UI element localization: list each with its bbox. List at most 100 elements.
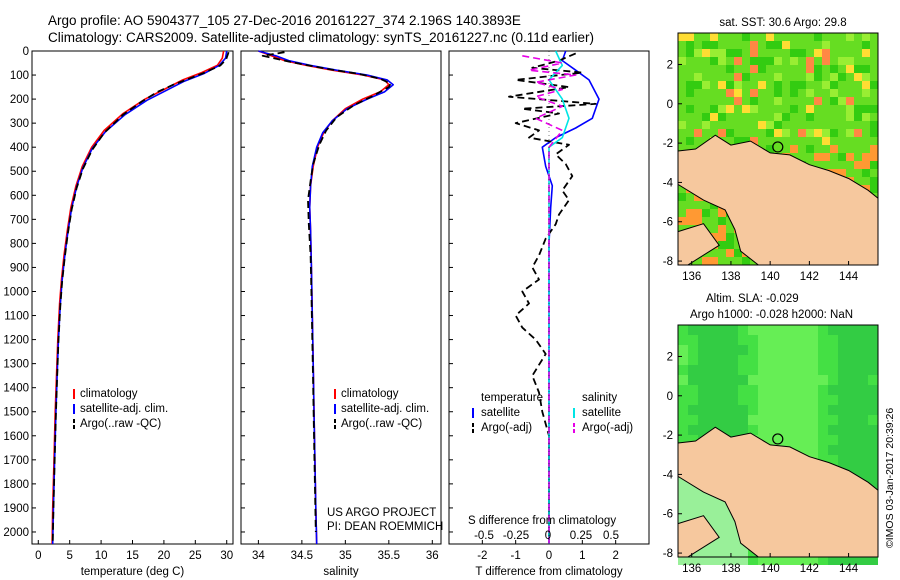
sst-map-cell [862, 49, 870, 57]
sla-map-cell [698, 425, 708, 435]
sst-map-cell [830, 145, 838, 153]
sst-map-cell [702, 73, 710, 81]
sst-map-cell [862, 129, 870, 137]
temperature-legend-entry: climatology [80, 388, 138, 400]
salinity-xtick-label: 34.5 [291, 550, 313, 562]
sst-map-cell [726, 129, 734, 137]
sla-map-cell [838, 385, 848, 395]
sla-map-land [677, 426, 879, 558]
sst-map-cell [782, 49, 790, 57]
temperature-xtick-label: 0 [35, 550, 41, 562]
sst-map-cell [814, 57, 822, 65]
difference-series-argo-adj- [508, 52, 597, 544]
sst-map-cell [854, 121, 862, 129]
sla-map-cell [848, 355, 858, 365]
sst-map-cell [870, 73, 878, 81]
sla-map-cell [788, 375, 798, 385]
sst-map-cell [830, 129, 838, 137]
difference-top-tick-label: -0.25 [503, 530, 529, 542]
sst-map-cell [678, 137, 686, 145]
sla-map-cell [678, 365, 688, 375]
sla-map-cell [788, 395, 798, 405]
sst-map-cell [862, 145, 870, 153]
sla-map-cell [848, 425, 858, 435]
sst-map-cell [846, 145, 854, 153]
sla-map-cell [798, 325, 808, 335]
sla-map-cell [688, 365, 698, 375]
sla-map-cell [768, 325, 778, 335]
sst-map-cell [758, 105, 766, 113]
sst-map-cell [718, 121, 726, 129]
sst-map-cell [870, 65, 878, 73]
sla-map-cell [828, 395, 838, 405]
difference-xtick-label: 0 [546, 550, 552, 562]
sst-map-cell [806, 105, 814, 113]
sla-map-cell [868, 325, 878, 335]
sla-map-cell [858, 345, 868, 355]
sst-map-cell [838, 121, 846, 129]
sst-map-cell [830, 137, 838, 145]
depth-tick-label: 700 [10, 214, 29, 226]
sst-map-cell [854, 57, 862, 65]
sst-map-cell [822, 41, 830, 49]
sst-map-cell [726, 49, 734, 57]
sst-map-cell [782, 145, 790, 153]
sst-map-cell [870, 57, 878, 65]
salinity-series-satellite-adj-clim- [258, 50, 395, 545]
sst-map-xtick-label: 144 [839, 271, 859, 283]
sla-map-cell [798, 345, 808, 355]
sla-map-cell [788, 345, 798, 355]
sst-map-cell [862, 97, 870, 105]
depth-tick-label: 400 [10, 142, 29, 154]
sla-map-cell [728, 355, 738, 365]
sla-map-cell [808, 375, 818, 385]
sst-map-cell [718, 241, 726, 249]
sst-map-cell [702, 97, 710, 105]
sla-map-cell [848, 375, 858, 385]
sst-map-cell [790, 129, 798, 137]
sst-map-cell [806, 49, 814, 57]
sla-map-cell [828, 415, 838, 425]
sst-map-cell [862, 113, 870, 121]
sst-map-cell [846, 153, 854, 161]
sst-map-cell [838, 65, 846, 73]
sla-map-cell [718, 325, 728, 335]
sst-map-cell [774, 89, 782, 97]
sst-map-cell [710, 129, 718, 137]
sst-map-cell [822, 81, 830, 89]
sst-map-cell [694, 113, 702, 121]
sst-map-cell [790, 57, 798, 65]
sla-map-cell [748, 385, 758, 395]
sst-map-cell [758, 65, 766, 73]
sst-map-cell [742, 49, 750, 57]
salinity-xtick-label: 34 [252, 550, 265, 562]
sla-map-cell [748, 555, 758, 565]
sst-map-cell [806, 81, 814, 89]
sla-map-cell [768, 405, 778, 415]
sla-map-cell [728, 325, 738, 335]
sla-map-cell [808, 355, 818, 365]
sst-map-cell [678, 209, 686, 217]
sla-map-cell [788, 405, 798, 415]
sst-map-cell [790, 105, 798, 113]
sla-map-cell [788, 435, 798, 445]
sst-map-cell [686, 209, 694, 217]
sst-map-cell [718, 33, 726, 41]
sst-map-cell [718, 65, 726, 73]
sst-map-cell [782, 137, 790, 145]
sst-map-cell [846, 97, 854, 105]
sst-map-cell [846, 89, 854, 97]
sla-map-cell [688, 375, 698, 385]
sla-map-cell [788, 365, 798, 375]
sla-map-cell [678, 505, 688, 515]
sst-map-cell [734, 41, 742, 49]
sst-map-cell [694, 257, 702, 265]
sst-map-cell [750, 97, 758, 105]
sst-map-cell [798, 49, 806, 57]
sla-map-cell [718, 375, 728, 385]
sst-map-cell [694, 121, 702, 129]
sla-map-cell [718, 545, 728, 555]
sst-map-cell [798, 89, 806, 97]
sst-map-cell [766, 33, 774, 41]
